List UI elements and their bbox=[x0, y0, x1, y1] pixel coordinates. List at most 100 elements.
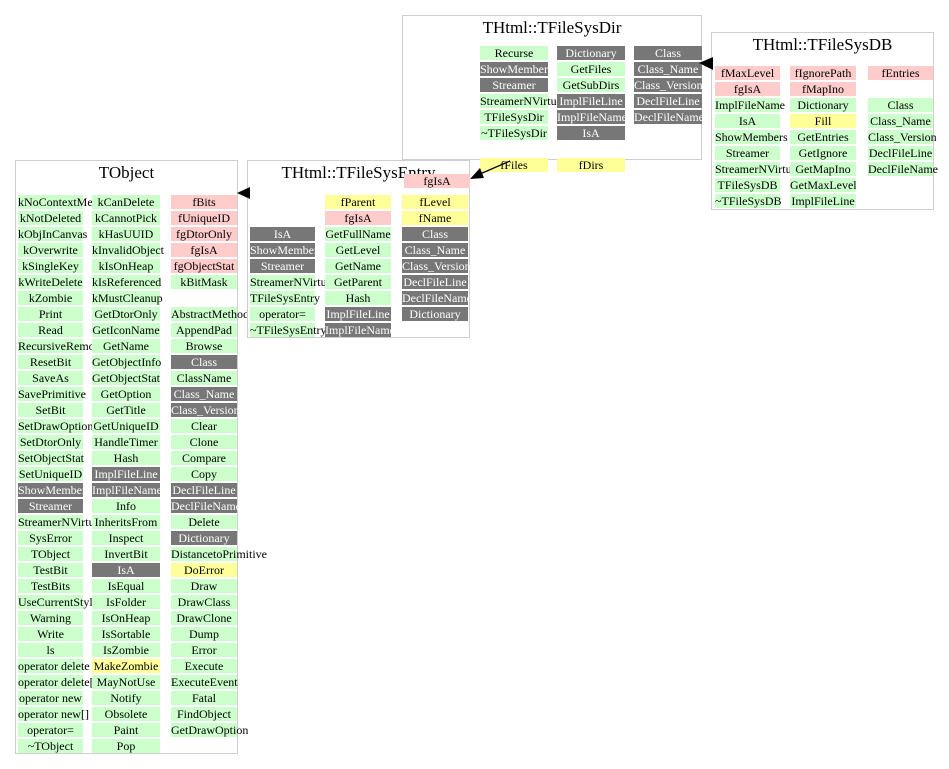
member-cell: ShowMembers bbox=[715, 130, 788, 144]
member-cell: GetSubDirs bbox=[557, 78, 625, 92]
member-cell: kCannotPick bbox=[92, 211, 160, 225]
member-cell: GetParent bbox=[325, 275, 391, 289]
member-cell: Class_Name bbox=[171, 387, 237, 401]
member-cell: operator new bbox=[18, 691, 83, 705]
member-cell: SysError bbox=[18, 531, 83, 545]
member-cell: Class_Name bbox=[868, 114, 933, 128]
member-cell: IsFolder bbox=[92, 595, 160, 609]
member-cell: IsA bbox=[250, 227, 315, 241]
member-cell: DeclFileName bbox=[634, 110, 704, 124]
column: fMaxLevel fgIsA ImplFileName IsA ShowMembers… bbox=[715, 66, 801, 210]
member-cell: ImplFileName bbox=[92, 483, 162, 497]
member-cell: GetLevel bbox=[325, 243, 391, 257]
member-cell: GetUniqueID bbox=[92, 419, 160, 433]
member-cell: TFileSysDB bbox=[715, 178, 780, 192]
member-cell: DoError bbox=[171, 563, 237, 577]
member-cell: GetName bbox=[92, 339, 160, 353]
member-cell: fgIsA bbox=[325, 211, 391, 225]
class-box-tfilesysentry: THtml::TFileSysEntry IsA ShowMembers Strea… bbox=[247, 160, 472, 339]
class-box-tfilesysdb: THtml::TFileSysDB fMaxLevel fgIsA ImplFile… bbox=[711, 32, 938, 210]
member-cell: GetOption bbox=[92, 387, 160, 401]
member-cell: AbstractMethod bbox=[171, 307, 249, 321]
member-cell: GetFullName bbox=[325, 227, 391, 241]
member-cell: kMustCleanup bbox=[92, 291, 163, 305]
member-cell: SaveAs bbox=[18, 371, 83, 385]
member-cell: operator= bbox=[250, 307, 315, 321]
member-cell: ~TFileSysDB bbox=[715, 194, 782, 208]
member-cell: kHasUUID bbox=[92, 227, 160, 241]
member-cell: fUniqueID bbox=[171, 211, 237, 225]
column: kNoContextMenu kNotDeleted kObjInCanvas kOv… bbox=[18, 195, 106, 755]
class-title: TObject bbox=[98, 163, 155, 182]
member-cell: Write bbox=[18, 627, 83, 641]
member-cell: StreamerNVirtual bbox=[715, 162, 801, 176]
member-cell: Copy bbox=[171, 467, 237, 481]
member-cell: Recurse bbox=[480, 46, 548, 60]
member-cell: TObject bbox=[18, 547, 83, 561]
member-cell: StreamerNVirtual bbox=[480, 94, 566, 108]
member-cell: fgDtorOnly bbox=[171, 227, 237, 241]
member-cell: TFileSysDir bbox=[480, 110, 548, 124]
arrowhead-entry bbox=[470, 168, 484, 179]
member-cell: ~TFileSysEntry bbox=[250, 323, 327, 337]
member-cell: ImplFileLine bbox=[557, 94, 625, 108]
column: IsA ShowMembers Streamer StreamerNVirtual TF… bbox=[250, 195, 335, 339]
member-cell: ExecuteEvent bbox=[171, 675, 238, 689]
member-cell: SavePrimitive bbox=[18, 387, 86, 401]
member-cell: kNotDeleted bbox=[18, 211, 83, 225]
member-cell: operator= bbox=[18, 723, 83, 737]
member-cell: Streamer bbox=[18, 499, 83, 513]
member-cell: ImplFileLine bbox=[92, 467, 160, 481]
member-cell: Class bbox=[868, 98, 933, 112]
member-cell: GetFiles bbox=[557, 62, 625, 76]
member-cell: InheritsFrom bbox=[92, 515, 160, 529]
member-cell: Streamer bbox=[480, 78, 548, 92]
member-cell: GetIconName bbox=[92, 323, 160, 337]
member-cell: Paint bbox=[92, 723, 160, 737]
member-cell: GetMapIno bbox=[790, 162, 856, 176]
member-cell: Fill bbox=[790, 114, 856, 128]
member-cell: kIsOnHeap bbox=[92, 259, 160, 273]
member-cell: Fatal bbox=[171, 691, 237, 705]
member-cell: GetObjectStat bbox=[92, 371, 160, 385]
arrowhead-tobject bbox=[237, 187, 250, 199]
member-cell: ImplFileName bbox=[557, 110, 627, 124]
member-cell: operator delete[] bbox=[18, 675, 98, 689]
member-cell: ShowMembers bbox=[480, 62, 553, 76]
member-cell: Execute bbox=[171, 659, 237, 673]
member-cell: Streamer bbox=[250, 259, 315, 273]
member-cell: GetEntries bbox=[790, 130, 856, 144]
class-box-tobject: TObject kNoContextMenu kNotDeleted kObjInC… bbox=[15, 160, 267, 755]
member-cell: kBitMask bbox=[171, 275, 237, 289]
member-cell: IsA bbox=[92, 563, 160, 577]
member-cell: kZombie bbox=[18, 291, 83, 305]
member-cell: IsZombie bbox=[92, 643, 160, 657]
member-cell: ~TObject bbox=[18, 739, 83, 753]
member-cell: operator delete bbox=[18, 659, 90, 673]
member-cell: ImplFileLine bbox=[790, 194, 856, 208]
column: Dictionary GetFiles GetSubDirs ImplFileLine… bbox=[557, 46, 627, 174]
member-cell: ls bbox=[18, 643, 83, 657]
member-cell: Hash bbox=[325, 291, 391, 305]
member-cell: GetObjectInfo bbox=[92, 355, 162, 369]
member-cell: GetName bbox=[325, 259, 391, 273]
member-cell: TestBit bbox=[18, 563, 83, 577]
member-cell: ResetBit bbox=[18, 355, 83, 369]
member-cell: MakeZombie bbox=[92, 659, 160, 673]
member-cell: Class_Name bbox=[402, 243, 468, 257]
member-cell: fgObjectStat bbox=[171, 259, 237, 273]
member-cell: ImplFileLine bbox=[325, 307, 391, 321]
member-cell: fMaxLevel bbox=[715, 66, 780, 80]
member-cell: Inspect bbox=[92, 531, 160, 545]
member-cell: operator new[] bbox=[18, 707, 89, 721]
member-cell: Pop bbox=[92, 739, 160, 753]
member-cell: TestBits bbox=[18, 579, 83, 593]
member-cell: Class_Version bbox=[171, 403, 240, 417]
member-cell: ShowMembers bbox=[250, 243, 323, 257]
member-cell: ShowMembers bbox=[18, 483, 91, 497]
member-cell: Class_Name bbox=[634, 62, 702, 76]
class-title: THtml::TFileSysDir bbox=[482, 18, 622, 37]
member-cell: Browse bbox=[171, 339, 237, 353]
member-cell: ClassName bbox=[171, 371, 237, 385]
member-cell: fgIsA bbox=[404, 174, 470, 188]
